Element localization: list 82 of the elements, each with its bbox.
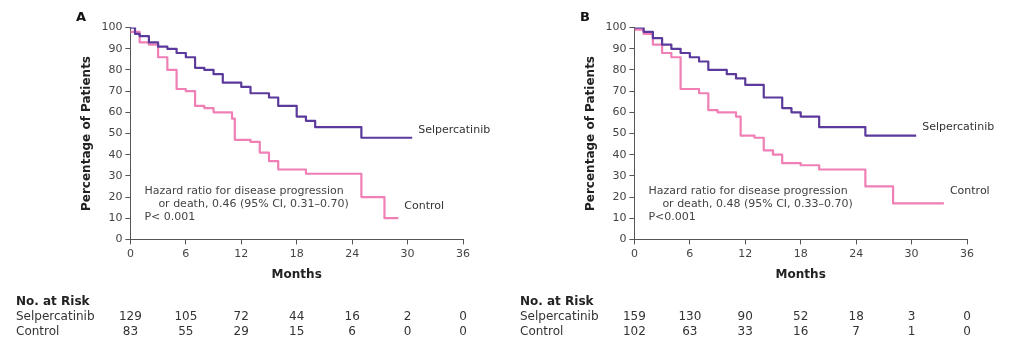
y-tick-label: 100: [605, 20, 627, 34]
y-tick-label: 30: [108, 168, 123, 182]
y-tick-label: 60: [108, 105, 123, 119]
text: 105: [174, 308, 198, 323]
y-tick-label: 90: [612, 41, 627, 55]
annotation: Hazard ratio for disease progression or death, 0.48 (95% CI, 0.33–0.70) P<0.001: [648, 184, 853, 224]
text: 72: [233, 308, 249, 323]
y-tick-label: 30: [612, 168, 627, 182]
text: 16: [793, 323, 809, 338]
text: 0: [403, 323, 412, 338]
y-tick-label: 0: [115, 232, 123, 246]
y-tick-label: 70: [108, 84, 123, 97]
x-tick-label: 30: [904, 246, 919, 260]
y-tick-label: 100: [101, 20, 123, 34]
text: 16: [344, 308, 360, 323]
x-tick-label: 0: [126, 246, 134, 260]
text: No. at Risk: [520, 293, 595, 308]
y-tick-label: 20: [612, 189, 627, 203]
x-tick-label: 36: [960, 246, 974, 260]
y-axis-title: Percentage of Patients: [79, 55, 94, 212]
text: Control: [16, 323, 60, 338]
y-tick-label: 80: [612, 62, 627, 76]
chart-title: B: [580, 9, 590, 25]
text: 102: [622, 323, 646, 338]
series-label: Control: [949, 184, 990, 198]
text: 90: [737, 308, 753, 323]
text: 83: [122, 323, 139, 338]
y-axis-title: Percentage of Patients: [583, 55, 598, 212]
x-tick-label: 24: [849, 246, 864, 260]
text: 63: [682, 323, 698, 338]
y-tick-label: 40: [612, 147, 627, 161]
x-tick-label: 12: [234, 246, 249, 260]
y-tick-label: 90: [108, 41, 123, 55]
y-tick-label: 0: [619, 232, 627, 246]
x-tick-label: 18: [289, 246, 304, 260]
y-tick-label: 10: [108, 211, 123, 225]
y-tick-label: 70: [612, 84, 627, 97]
chart-title: A: [76, 9, 87, 25]
text: No. at Risk: [16, 293, 91, 308]
x-tick-label: 0: [630, 246, 638, 260]
y-tick-label: 80: [108, 62, 123, 76]
y-tick-label: 40: [108, 147, 123, 161]
x-tick-label: 30: [400, 246, 415, 260]
y-tick-label: 10: [612, 211, 627, 225]
text: 52: [793, 308, 809, 323]
text: 7: [852, 323, 860, 338]
x-tick-label: 24: [345, 246, 360, 260]
text: 129: [118, 308, 142, 323]
x-tick-label: 6: [182, 246, 190, 260]
x-tick-label: 18: [793, 246, 808, 260]
annotation: Hazard ratio for disease progression or death, 0.46 (95% CI, 0.31–0.70) P< 0.001: [144, 184, 349, 224]
x-axis-title: Months: [775, 266, 826, 281]
text: 0: [963, 323, 971, 338]
y-tick-label: 60: [612, 105, 627, 119]
text: Selpercatinib: [16, 308, 95, 323]
text: 15: [289, 323, 305, 338]
text: 0: [459, 308, 467, 323]
text: 55: [178, 323, 194, 338]
series-label: Control: [404, 199, 445, 213]
text: 6: [348, 323, 356, 338]
y-tick-label: 20: [108, 189, 123, 203]
text: 3: [907, 308, 916, 323]
x-tick-label: 12: [738, 246, 753, 260]
x-tick-label: 6: [686, 246, 694, 260]
y-tick-label: 50: [108, 126, 123, 140]
text: 18: [848, 308, 864, 323]
text: 159: [622, 308, 646, 323]
series-label: Selpercatinib: [418, 122, 491, 136]
series-label: Selpercatinib: [922, 120, 995, 134]
text: 1: [907, 323, 916, 338]
text: 130: [678, 308, 702, 323]
x-tick-label: 36: [456, 246, 470, 260]
text: Selpercatinib: [520, 308, 599, 323]
text: 33: [737, 323, 753, 338]
text: 44: [289, 308, 305, 323]
text: 2: [403, 308, 412, 323]
x-axis-title: Months: [271, 266, 322, 281]
y-tick-label: 50: [612, 126, 627, 140]
text: 0: [459, 323, 467, 338]
text: Control: [520, 323, 564, 338]
text: 0: [963, 308, 971, 323]
text: 29: [233, 323, 249, 338]
